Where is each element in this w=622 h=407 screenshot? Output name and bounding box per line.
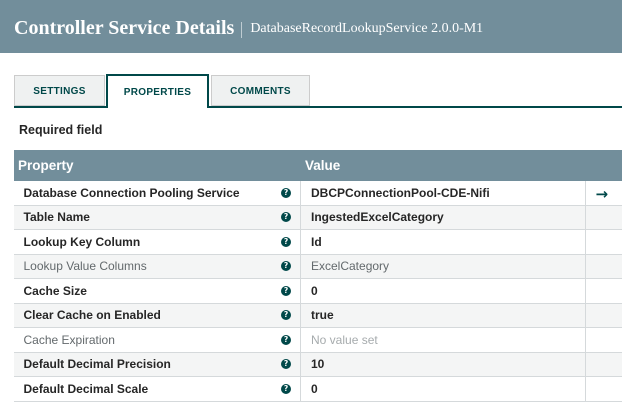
property-name-cell: Lookup Value Columns? — [14, 254, 301, 278]
help-question-icon[interactable]: ? — [281, 310, 291, 321]
property-name: Cache Expiration — [23, 332, 115, 347]
goto-cell — [586, 230, 622, 254]
property-value-cell[interactable]: DBCPConnectionPool-CDE-Nifi — [301, 181, 586, 205]
property-name: Cache Size — [23, 283, 87, 298]
property-value: No value set — [311, 332, 378, 347]
property-name-cell: Clear Cache on Enabled? — [14, 303, 301, 327]
help-question-icon[interactable]: ? — [281, 236, 291, 247]
property-value: IngestedExcelCategory — [311, 210, 444, 225]
dialog-title: Controller Service Details — [14, 17, 235, 39]
help-question-icon[interactable]: ? — [281, 359, 291, 370]
property-value-cell[interactable]: 0 — [301, 377, 586, 401]
property-name: Lookup Key Column — [23, 234, 141, 249]
property-name: Default Decimal Scale — [23, 381, 149, 396]
tab-comments[interactable]: COMMENTS — [211, 75, 310, 106]
property-value-cell[interactable]: No value set — [301, 328, 586, 352]
help-question-icon[interactable]: ? — [281, 187, 291, 198]
property-name: Table Name — [23, 210, 90, 225]
property-value: Id — [311, 234, 322, 249]
help-question-icon[interactable]: ? — [281, 212, 291, 223]
property-name-cell: Table Name? — [14, 205, 301, 229]
property-row: Default Decimal Scale? 0 — [14, 377, 622, 402]
help-question-icon[interactable]: ? — [281, 285, 291, 296]
property-name-cell: Cache Size? — [14, 279, 301, 303]
property-row: Table Name? IngestedExcelCategory — [14, 205, 622, 230]
goto-cell — [586, 377, 622, 401]
tab-comments-label: COMMENTS — [230, 85, 291, 97]
property-value: ExcelCategory — [311, 259, 390, 274]
title-separator — [241, 21, 243, 38]
goto-cell — [586, 304, 622, 328]
required-field-hint: Required field — [19, 123, 103, 137]
tab-settings[interactable]: SETTINGS — [14, 75, 105, 106]
tab-settings-label: SETTINGS — [33, 85, 86, 97]
property-row: Lookup Value Columns? ExcelCategory — [14, 254, 622, 279]
help-question-icon[interactable]: ? — [281, 383, 291, 394]
property-row: Clear Cache on Enabled? true — [14, 303, 622, 328]
help-question-icon[interactable]: ? — [281, 334, 291, 345]
tabbar-underline — [14, 106, 622, 108]
goto-cell — [586, 328, 622, 352]
property-value-cell[interactable]: true — [301, 303, 586, 327]
property-value: 10 — [311, 357, 325, 372]
column-header-value: Value — [305, 158, 341, 173]
goto-service-arrow-icon[interactable]: → — [595, 185, 609, 204]
goto-cell — [586, 255, 622, 279]
property-row: Cache Expiration? No value set — [14, 328, 622, 353]
property-value-cell[interactable]: Id — [301, 230, 586, 254]
property-value-cell[interactable]: 0 — [301, 279, 586, 303]
goto-cell — [586, 353, 622, 377]
property-name-cell: Lookup Key Column? — [14, 230, 301, 254]
property-name: Database Connection Pooling Service — [23, 185, 240, 200]
property-row: Lookup Key Column? Id — [14, 230, 622, 255]
property-value-cell[interactable]: IngestedExcelCategory — [301, 205, 586, 229]
properties-table-header: Property Value — [14, 150, 622, 181]
property-name: Lookup Value Columns — [23, 259, 147, 274]
property-name-cell: Default Decimal Precision? — [14, 352, 301, 376]
property-name-cell: Cache Expiration? — [14, 328, 301, 352]
property-row: Default Decimal Precision? 10 — [14, 352, 622, 377]
property-value: 0 — [311, 381, 318, 396]
tab-properties[interactable]: PROPERTIES — [106, 74, 209, 108]
property-row: Cache Size? 0 — [14, 279, 622, 304]
property-name: Clear Cache on Enabled — [23, 308, 161, 323]
help-question-icon[interactable]: ? — [281, 261, 291, 272]
goto-cell: → — [586, 181, 622, 205]
property-value-cell[interactable]: 10 — [301, 352, 586, 376]
property-row: Database Connection Pooling Service? DBCP… — [14, 181, 622, 206]
goto-cell — [586, 206, 622, 230]
tab-properties-label: PROPERTIES — [123, 87, 192, 98]
property-name-cell: Database Connection Pooling Service? — [14, 181, 301, 205]
dialog-header: Controller Service Details DatabaseRecor… — [0, 0, 622, 53]
property-name-cell: Default Decimal Scale? — [14, 377, 301, 401]
column-header-property: Property — [18, 158, 74, 173]
properties-table: Property Value Database Connection Pooli… — [14, 150, 622, 402]
property-value: 0 — [311, 283, 318, 298]
dialog-subtitle: DatabaseRecordLookupService 2.0.0-M1 — [250, 20, 484, 36]
property-value-cell[interactable]: ExcelCategory — [301, 254, 586, 278]
property-value: DBCPConnectionPool-CDE-Nifi — [311, 185, 490, 200]
property-value: true — [311, 308, 334, 323]
goto-cell — [586, 279, 622, 303]
property-name: Default Decimal Precision — [23, 357, 171, 372]
